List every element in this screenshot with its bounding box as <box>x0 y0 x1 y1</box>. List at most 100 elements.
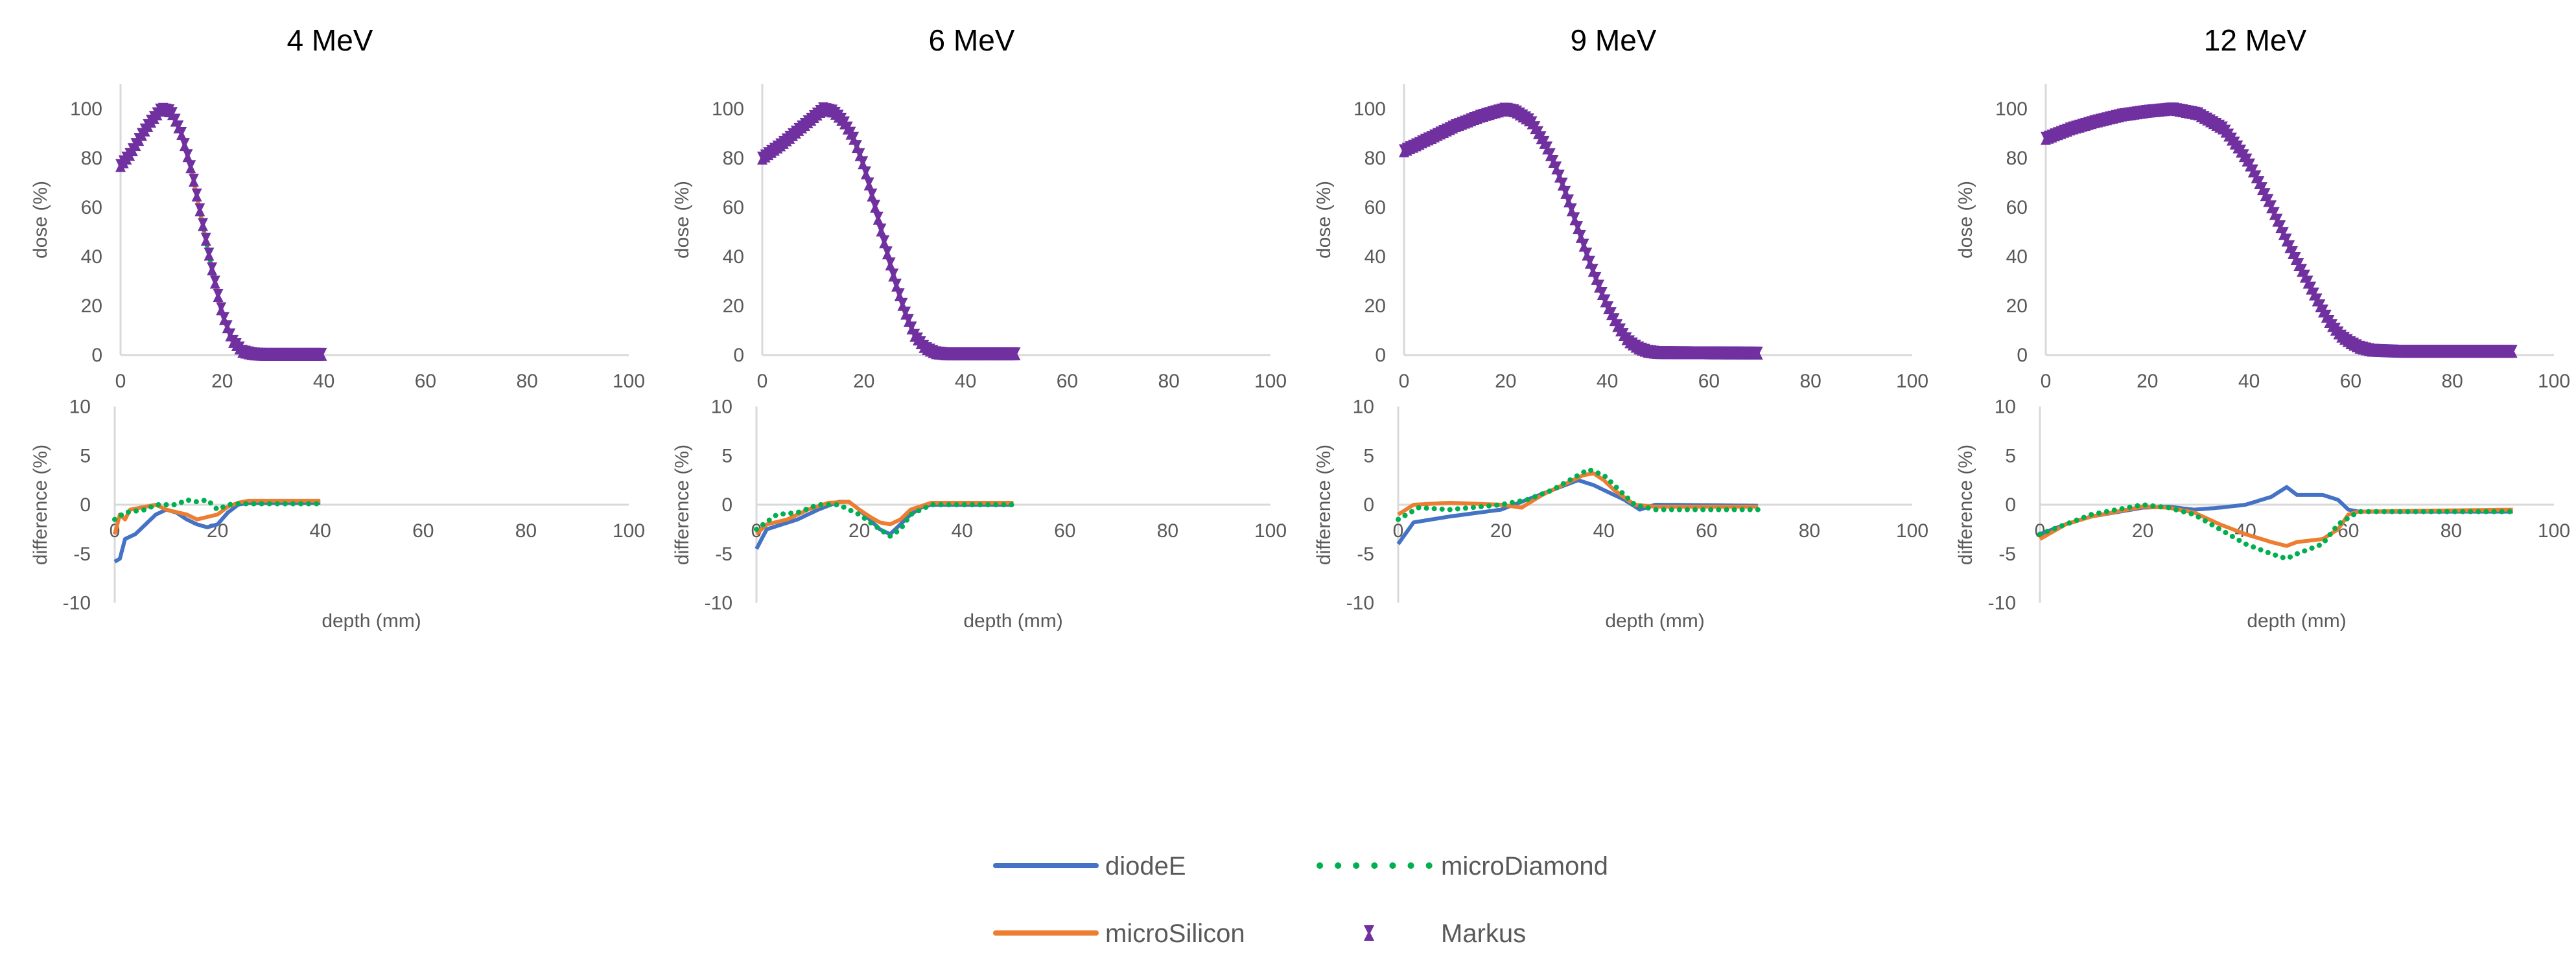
markus-point <box>870 200 881 213</box>
x-tick-label: 100 <box>613 520 645 542</box>
difference-line-microDiamond <box>754 502 1016 539</box>
markus-point <box>188 174 199 187</box>
x-tick-label: 100 <box>1254 520 1287 542</box>
x-tick-label: 100 <box>1896 520 1928 542</box>
markus-point <box>182 149 193 163</box>
y-tick-label: 80 <box>723 148 744 169</box>
difference-line-microDiamond <box>2037 502 2516 562</box>
x-tick-label: 40 <box>955 371 976 392</box>
y-tick-label: 40 <box>81 246 102 268</box>
y-axis-label: dose (%) <box>672 181 693 259</box>
markus-point <box>191 189 202 202</box>
dose-plot: 0 20 40 60 80 100 0 20 40 60 80 100 dose (%) <box>1955 84 2570 392</box>
y-tick-label: 10 <box>711 397 732 418</box>
y-tick-label: 20 <box>81 295 102 317</box>
markus-point <box>213 289 224 303</box>
x-axis-label: depth (mm) <box>1605 610 1704 632</box>
dose-plot: 0 20 40 60 80 100 0 20 40 60 80 100 dose (%) <box>672 84 1287 392</box>
y-tick-label: 80 <box>81 148 102 169</box>
x-tick-label: 60 <box>1696 520 1717 542</box>
markus-point <box>863 177 874 190</box>
x-tick-label: 0 <box>1393 520 1404 542</box>
x-tick-label: 0 <box>1399 371 1410 392</box>
y-axis-label: dose (%) <box>30 181 51 259</box>
markus-point <box>176 127 187 140</box>
y-tick-label: -10 <box>705 593 732 614</box>
markus-point <box>2507 345 2518 358</box>
markus-point <box>858 156 869 170</box>
y-tick-label: 0 <box>91 345 102 366</box>
y-tick-label: 0 <box>721 494 732 516</box>
y-tick-label: 60 <box>723 197 744 218</box>
x-tick-label: 0 <box>115 371 126 392</box>
legend-microDiamond-label: microDiamond <box>1441 852 1608 881</box>
y-tick-label: 10 <box>69 397 91 418</box>
x-tick-label: 40 <box>310 520 331 542</box>
markus-point <box>198 218 209 231</box>
legend: diodeE microDiamond microSilicon Markus <box>993 852 1608 948</box>
y-tick-label: -5 <box>1357 544 1374 565</box>
x-tick-label: 80 <box>1800 371 1821 392</box>
markus-point <box>876 223 887 236</box>
x-tick-label: 80 <box>1799 520 1820 542</box>
x-tick-label: 40 <box>313 371 334 392</box>
legend-microSilicon-label: microSilicon <box>1105 919 1245 948</box>
y-tick-label: 10 <box>1353 397 1374 418</box>
markus-point <box>207 262 218 275</box>
x-tick-label: 100 <box>2538 371 2570 392</box>
x-tick-label: 20 <box>1490 520 1512 542</box>
x-axis-label: depth (mm) <box>963 610 1062 632</box>
difference-line-diodeE <box>755 500 1014 550</box>
x-tick-label: 20 <box>2132 520 2153 542</box>
x-tick-label: 20 <box>1495 371 1516 392</box>
markus-point <box>209 275 220 289</box>
markus-point <box>888 268 899 282</box>
x-tick-label: 40 <box>952 520 973 542</box>
x-tick-label: 80 <box>515 520 537 542</box>
y-tick-label: -5 <box>715 544 732 565</box>
y-axis-label: dose (%) <box>1313 181 1335 259</box>
legend-diodeE-label: diodeE <box>1105 852 1186 881</box>
y-tick-label: 0 <box>733 345 744 366</box>
difference-line-microDiamond <box>1396 466 1761 522</box>
y-tick-label: 5 <box>2005 445 2016 466</box>
markus-point <box>882 246 893 260</box>
dose-line-diodeE <box>761 108 1016 358</box>
x-tick-label: 60 <box>415 371 436 392</box>
y-tick-label: 80 <box>1364 148 1386 169</box>
x-tick-label: 100 <box>1896 371 1928 392</box>
y-axis-label: difference (%) <box>30 444 51 565</box>
x-axis-label: depth (mm) <box>322 610 421 632</box>
x-tick-label: 20 <box>211 371 233 392</box>
y-tick-label: 60 <box>1364 197 1386 218</box>
y-tick-label: 60 <box>81 197 102 218</box>
y-axis-label: dose (%) <box>1955 181 1976 259</box>
y-tick-label: -5 <box>73 544 91 565</box>
x-tick-label: 0 <box>757 371 768 392</box>
y-tick-label: 40 <box>723 246 744 268</box>
x-tick-label: 20 <box>2137 371 2158 392</box>
x-tick-label: 60 <box>1054 520 1075 542</box>
dose-markers-Markus <box>115 102 327 361</box>
y-axis-label: difference (%) <box>1955 444 1976 565</box>
y-tick-label: 20 <box>723 295 744 317</box>
markus-point <box>194 203 205 216</box>
panel-title: 9 MeV <box>1571 23 1657 57</box>
difference-line-microSilicon <box>2039 505 2513 548</box>
y-tick-label: 0 <box>80 494 91 516</box>
y-tick-label: 100 <box>70 98 102 120</box>
y-tick-label: 80 <box>2006 148 2028 169</box>
x-tick-label: 40 <box>1597 371 1618 392</box>
x-tick-label: 80 <box>1158 371 1180 392</box>
y-tick-label: 100 <box>712 98 744 120</box>
y-tick-label: -10 <box>63 593 91 614</box>
x-tick-label: 60 <box>1698 371 1720 392</box>
y-tick-label: 10 <box>1995 397 2016 418</box>
y-tick-label: -10 <box>1346 593 1374 614</box>
x-tick-label: 80 <box>1157 520 1178 542</box>
